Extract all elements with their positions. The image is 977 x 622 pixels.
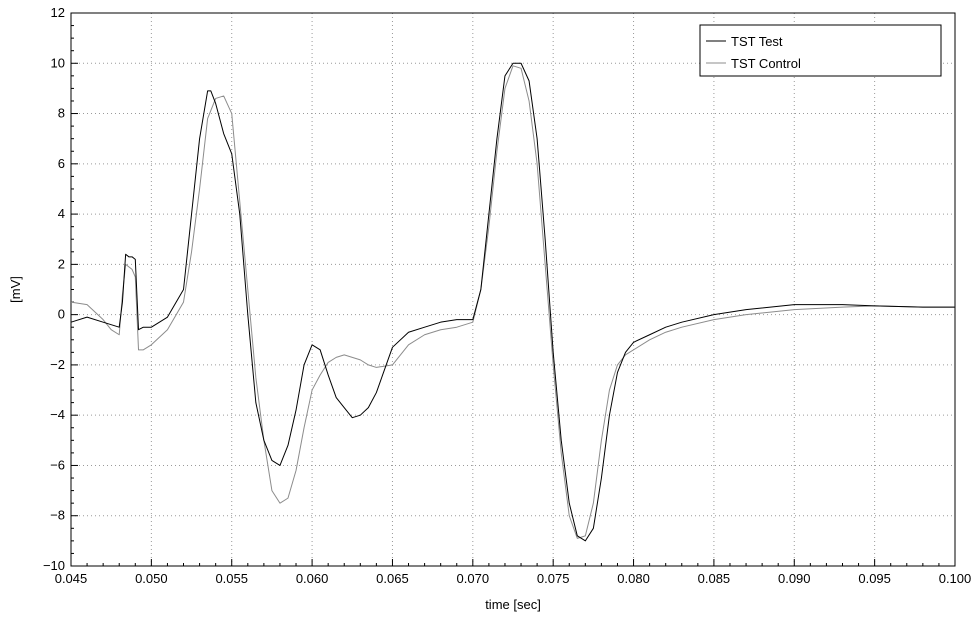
y-tick-label: −6 [50, 457, 65, 472]
legend: TST Test TST Control [699, 24, 942, 77]
y-tick-label: 8 [58, 106, 65, 121]
x-tick-label: 0.075 [537, 571, 570, 586]
legend-label: TST Control [731, 56, 801, 71]
legend-label: TST Test [731, 34, 783, 49]
series-line-tst-control [70, 65, 955, 539]
x-tick-label: 0.055 [215, 571, 248, 586]
x-tick-label: 0.085 [698, 571, 731, 586]
plot-frame [70, 12, 956, 567]
x-axis-title: time [sec] [485, 597, 541, 612]
y-tick-label: 6 [58, 156, 65, 171]
x-tick-label: 0.050 [135, 571, 168, 586]
x-tick-label: 0.095 [858, 571, 891, 586]
x-tick-label: 0.070 [457, 571, 490, 586]
y-tick-label: −10 [43, 558, 65, 573]
x-tick-label: 0.060 [296, 571, 329, 586]
y-axis-title: [mV] [8, 276, 23, 303]
axes-layer: 0.045 0.050 0.055 0.060 0.065 0.070 0.075 0.080… [43, 5, 971, 586]
y-tick-label: 12 [51, 5, 65, 20]
y-tick-label: 0 [58, 307, 65, 322]
x-tick-label: 0.100 [939, 571, 972, 586]
y-tick-label: −8 [50, 508, 65, 523]
y-tick-label: −2 [50, 357, 65, 372]
series-line-tst-test [70, 62, 955, 542]
x-tick-label: 0.080 [617, 571, 650, 586]
y-tick-label: 4 [58, 206, 65, 221]
legend-box [699, 24, 942, 77]
x-tick-label: 0.090 [778, 571, 811, 586]
x-tick-label: 0.045 [55, 571, 88, 586]
y-tick-label: 10 [51, 55, 65, 70]
x-tick-label: 0.065 [376, 571, 409, 586]
series-layer [70, 62, 955, 542]
grid-layer [71, 13, 955, 566]
y-tick-label: 2 [58, 256, 65, 271]
y-tick-label: −4 [50, 407, 65, 422]
